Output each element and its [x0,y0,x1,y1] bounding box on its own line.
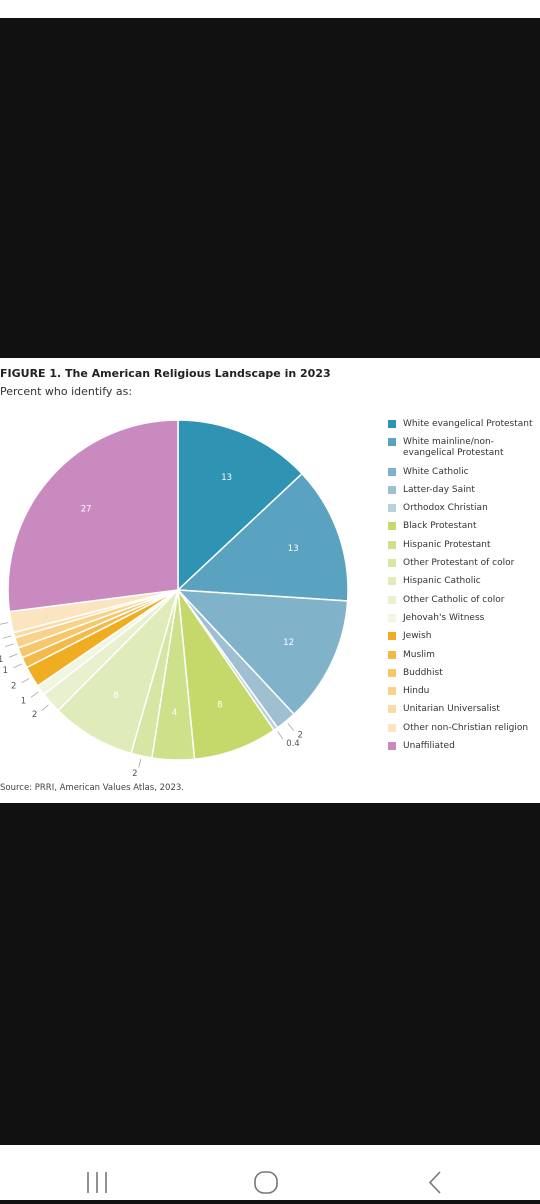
pie-slice [7,419,179,613]
legend-item: Latter-day Saint [388,485,538,496]
legend-label: Jehovah's Witness [403,612,485,623]
legend-swatch [388,504,396,513]
legend-label: Muslim [403,649,435,660]
figure-card: FIGURE 1. The American Religious Landsca… [0,358,540,803]
slice-label: 2 [11,682,16,692]
nav-icons [87,1171,441,1194]
legend-label: Unaffiliated [403,741,455,752]
legend-item: Unaffiliated [388,741,538,752]
chart-subtitle: Percent who identify as: [0,385,133,398]
slice-label: 2 [297,731,302,741]
legend-label: Other Protestant of color [403,558,515,569]
back-button[interactable] [428,1171,441,1194]
slice-label: 1 [0,655,3,665]
nav-bar [0,1145,540,1200]
leader-line [287,723,294,731]
legend-label: White mainline/non-evangelical Protestan… [403,437,504,459]
slice-label: 8 [217,701,222,711]
legend-label: Other non-Christian religion [403,722,529,733]
legend-swatch [388,723,396,732]
source-note: Source: PRRI, American Values Atlas, 202… [0,783,184,793]
legend-label: Buddhist [403,667,443,678]
legend-swatch [388,705,396,714]
legend-label: White Catholic [403,466,469,477]
legend-item: Muslim [388,650,538,661]
legend-item: Orthodox Christian [388,503,538,514]
slice-label: 13 [221,473,232,483]
leader-line [277,731,284,740]
legend-item: Hindu [388,686,538,697]
legend-swatch [388,613,396,622]
slice-label: 4 [172,708,177,718]
legend-label: Unitarian Universalist [403,704,500,715]
legend-label: Other Catholic of color [403,594,505,605]
legend-swatch [388,438,396,447]
legend-label: Latter-day Saint [403,484,475,495]
slice-label: 27 [81,505,92,515]
slice-label: 2 [32,710,37,720]
legend-swatch [388,559,396,568]
legend-swatch [388,540,396,549]
leader-line [2,635,12,639]
legend-label: Hispanic Protestant [403,539,491,550]
pie-slice [176,472,349,602]
legend-item: Other Catholic of color [388,595,538,606]
legend-swatch [388,420,396,428]
legend-swatch [388,632,396,641]
slice-label: 1 [21,696,26,706]
slice-label: 12 [283,638,294,648]
slice-label: 8 [113,691,118,701]
slice-label: 0.4 [286,739,300,749]
home-button[interactable] [254,1171,278,1194]
legend-swatch [388,467,396,476]
leader-line [4,643,14,647]
legend-item: Hispanic Protestant [388,540,538,551]
legend-label: Black Protestant [403,521,477,532]
legend-item: Unitarian Universalist [388,704,538,715]
legend-swatch [388,687,396,696]
leader-line [138,758,142,768]
legend-item: Jewish [388,631,538,642]
leader-line [13,663,22,669]
legend-item: Jehovah's Witness [388,613,538,624]
legend-label: Hindu [403,686,430,697]
slice-label: 2 [132,769,137,779]
legend-swatch [388,742,396,751]
legend: White evangelical Protestant White mainli… [388,419,538,759]
legend-item: Black Protestant [388,521,538,532]
legend-item: Other non-Christian religion [388,723,538,734]
legend-label: Hispanic Catholic [403,576,481,587]
slice-label: 13 [288,544,299,554]
legend-item: Buddhist [388,668,538,679]
legend-label: White evangelical Protestant [403,419,533,429]
legend-item: White Catholic [388,467,538,478]
legend-swatch [388,650,396,659]
chart-title: FIGURE 1. The American Religious Landsca… [0,367,331,380]
leader-line [8,653,18,658]
legend-item: White mainline/non-evangelical Protestan… [388,437,538,459]
status-strip [0,0,540,18]
slice-label: 1 [3,666,8,676]
legend-label: Orthodox Christian [403,503,488,514]
recents-button[interactable] [87,1172,107,1193]
legend-swatch [388,577,396,586]
legend-swatch [388,522,396,531]
leader-line [30,691,39,698]
legend-item: Other Protestant of color [388,558,538,569]
leader-line [41,704,49,711]
leader-line [21,678,30,684]
legend-item: White evangelical Protestant [388,419,538,430]
legend-swatch [388,595,396,604]
legend-swatch [388,668,396,677]
leader-line [0,622,9,625]
pie-slice [177,419,304,592]
pie-slice [176,589,349,716]
legend-item: Hispanic Catholic [388,576,538,587]
legend-label: Jewish [403,631,432,642]
legend-swatch [388,485,396,494]
